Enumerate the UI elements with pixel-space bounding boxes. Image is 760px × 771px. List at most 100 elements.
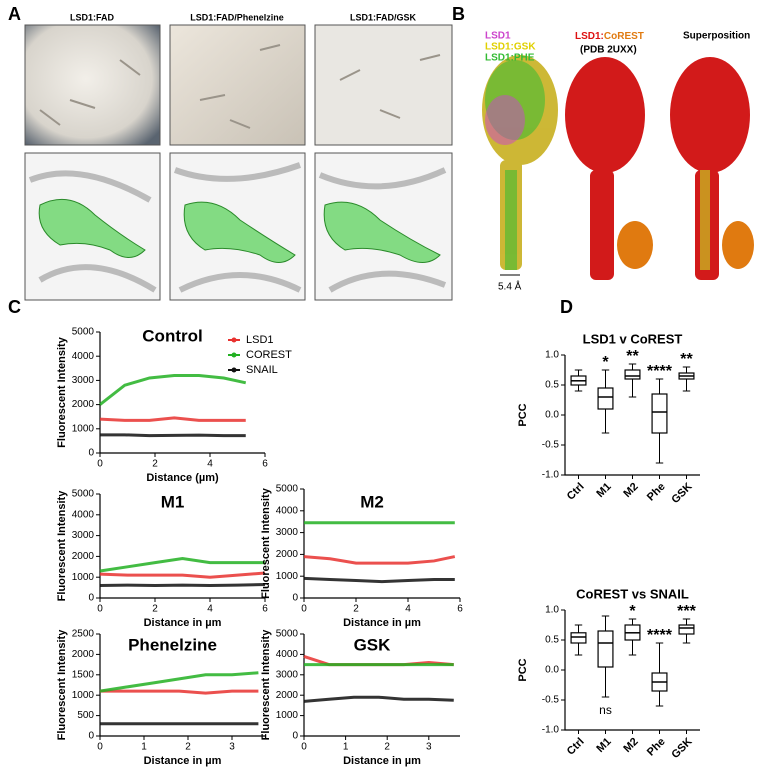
y-tick-label: 4000: [276, 649, 299, 660]
significance: *: [629, 603, 636, 620]
complex-part: LSD1:: [575, 31, 604, 42]
box: [597, 387, 614, 410]
panel-label: C: [8, 297, 21, 317]
x-tick-label: M1: [594, 481, 613, 500]
x-tick-label: 0: [97, 742, 103, 753]
y-tick-label: -0.5: [542, 695, 560, 706]
y-tick-label: 1000: [276, 710, 299, 721]
structure-legend: LSD1: [485, 31, 511, 42]
y-tick-label: 1.0: [545, 350, 559, 361]
y-tick-label: 0.0: [545, 665, 559, 676]
significance: ***: [677, 603, 696, 620]
x-tick-label: M2: [621, 736, 640, 755]
x-tick-label: Ctrl: [565, 481, 587, 503]
chart: 0 1000 2000 3000 4000 5000 Fluorescent Intensi…: [260, 629, 460, 767]
series-line: [99, 582, 266, 588]
x-tick-label: 2: [353, 604, 359, 615]
y-tick-label: 1.0: [545, 605, 559, 616]
y-axis-label: Fluorescent Intensity: [56, 490, 68, 602]
x-tick-label: 2: [384, 742, 390, 753]
y-tick-label: 2000: [72, 399, 95, 410]
y-tick-label: 0.5: [545, 380, 559, 391]
x-tick-label: 0: [301, 742, 307, 753]
chart-title: Control: [142, 326, 202, 345]
superposition-label: Superposition: [683, 31, 750, 42]
significance: ns: [599, 703, 612, 717]
x-axis-label: Distance (µm): [146, 472, 219, 484]
y-tick-label: 3000: [72, 530, 95, 541]
y-axis-label: PCC: [517, 658, 529, 681]
x-axis-label: Distance in µm: [343, 617, 421, 629]
y-tick-label: 2000: [276, 690, 299, 701]
significance: ****: [647, 627, 673, 644]
x-tick-label: 6: [262, 604, 268, 615]
chart: 0 1000 2000 3000 4000 5000 Fluorescent Intensi…: [56, 326, 292, 483]
x-tick-label: 4: [207, 459, 213, 470]
series-line: [99, 671, 259, 693]
box: [570, 632, 587, 644]
y-tick-label: -1.0: [542, 725, 560, 736]
legend-label: LSD1: [246, 334, 274, 346]
box: [624, 369, 641, 380]
distance-label: 5.4 Å: [498, 280, 522, 293]
y-tick-label: 2500: [72, 629, 95, 640]
x-tick-label: 6: [262, 459, 268, 470]
y-tick-label: 5000: [276, 484, 299, 495]
x-tick-label: M1: [594, 736, 613, 755]
image-label: LSD1:FAD: [70, 12, 115, 22]
y-tick-label: 2000: [72, 649, 95, 660]
series-line: [303, 555, 456, 565]
y-tick-label: 1000: [72, 690, 95, 701]
y-tick-label: 5000: [72, 327, 95, 338]
legend-label: SNAIL: [246, 364, 278, 376]
x-tick-label: 3: [229, 742, 235, 753]
y-tick-label: 1000: [72, 423, 95, 434]
y-tick-label: 1500: [72, 669, 95, 680]
box: [678, 624, 695, 635]
chart-title: Phenelzine: [128, 635, 217, 654]
x-tick-label: 0: [301, 604, 307, 615]
chart: -1.0 -0.5 0.0 0.5 1.0 PCC LSD1 v CoREST Ctrl M1 *…: [517, 331, 700, 506]
series-line: [100, 689, 259, 695]
x-tick-label: GSK: [669, 481, 694, 506]
box: [597, 630, 614, 668]
legend-marker: [231, 337, 237, 343]
series-line: [303, 695, 454, 703]
y-tick-label: 500: [77, 710, 94, 721]
box: [651, 393, 668, 434]
protein-structures: [482, 55, 754, 280]
y-tick-label: 5000: [72, 489, 95, 500]
pdb-label: (PDB 2UXX): [580, 45, 637, 56]
y-tick-label: 0: [292, 593, 298, 604]
x-tick-label: 2: [152, 604, 158, 615]
chart-title: LSD1 v CoREST: [583, 331, 683, 346]
chart-title: GSK: [354, 635, 392, 654]
crystal-images: [24, 24, 453, 301]
y-axis-label: Fluorescent Intensity: [56, 336, 68, 448]
chart: 0 1000 2000 3000 4000 5000 Fluorescent Intensi…: [260, 484, 463, 629]
x-tick-label: 2: [152, 459, 158, 470]
series-line: [99, 374, 247, 406]
x-axis-label: Distance in µm: [343, 755, 421, 767]
y-tick-label: 2000: [276, 549, 299, 560]
significance: **: [626, 348, 639, 365]
x-tick-label: M2: [621, 481, 640, 500]
y-tick-label: 0: [88, 731, 94, 742]
structure-legend: LSD1:GSK: [485, 42, 536, 53]
panel-label: B: [452, 4, 465, 24]
y-tick-label: 0: [88, 593, 94, 604]
y-tick-label: 0: [88, 448, 94, 459]
y-tick-label: 0: [292, 731, 298, 742]
x-tick-label: 6: [457, 604, 463, 615]
x-tick-label: Phe: [645, 736, 668, 759]
series-line: [99, 416, 246, 422]
y-tick-label: 2000: [72, 551, 95, 562]
legend-label: COREST: [246, 349, 292, 361]
complex-part: CoREST: [604, 31, 644, 42]
legend-marker: [231, 367, 237, 373]
series-line: [100, 433, 246, 438]
structure-legend: LSD1:PHE: [485, 53, 535, 64]
y-tick-label: 3000: [276, 527, 299, 538]
y-axis-label: Fluorescent Intensity: [56, 629, 68, 741]
